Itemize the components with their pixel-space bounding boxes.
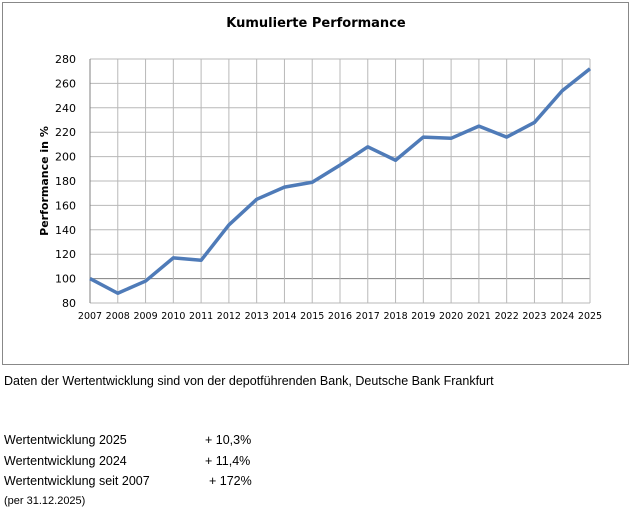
y-tick-label: 220 — [55, 126, 76, 139]
y-axis-label: Performance in % — [38, 126, 51, 236]
x-tick-label: 2010 — [161, 311, 185, 322]
chart-frame — [2, 2, 629, 365]
x-tick-label: 2023 — [522, 311, 546, 322]
y-tick-label: 180 — [55, 175, 76, 188]
stat-value-since-2007: + 172% — [209, 474, 252, 488]
stat-value-2025: + 10,3% — [205, 433, 252, 447]
chart-title: Kumulierte Performance — [226, 16, 406, 31]
source-note: Daten der Wertentwicklung sind von der d… — [4, 374, 494, 388]
x-tick-label: 2021 — [467, 311, 491, 322]
stat-value-2024: + 11,4% — [205, 454, 251, 468]
y-tick-label: 140 — [55, 224, 76, 237]
x-tick-label: 2025 — [578, 311, 602, 322]
x-tick-label: 2022 — [495, 311, 519, 322]
x-tick-label: 2013 — [245, 311, 269, 322]
x-tick-label: 2017 — [356, 311, 380, 322]
x-tick-label: 2011 — [189, 311, 213, 322]
as-of-date: (per 31.12.2025) — [4, 495, 86, 507]
x-tick-label: 2016 — [328, 311, 352, 322]
stat-label-since-2007: Wertentwicklung seit 2007 — [4, 474, 150, 488]
x-tick-label: 2024 — [550, 311, 574, 322]
y-tick-label: 160 — [55, 199, 76, 212]
y-tick-label: 240 — [55, 102, 76, 115]
y-tick-label: 280 — [55, 53, 76, 66]
y-tick-label: 80 — [62, 297, 76, 310]
x-tick-label: 2020 — [439, 311, 463, 322]
y-tick-label: 260 — [55, 77, 76, 90]
y-tick-label: 200 — [55, 151, 76, 164]
x-tick-label: 2012 — [217, 311, 241, 322]
performance-chart: Kumulierte Performance 80 100 120 140 160 180 2… — [38, 16, 602, 322]
x-tick-label: 2009 — [133, 311, 157, 322]
y-tick-label: 120 — [55, 248, 76, 261]
x-tick-label: 2007 — [78, 311, 102, 322]
x-tick-label: 2008 — [106, 311, 130, 322]
x-tick-label: 2015 — [300, 311, 324, 322]
x-tick-label: 2019 — [411, 311, 435, 322]
x-tick-label: 2018 — [383, 311, 407, 322]
stat-label-2025: Wertentwicklung 2025 — [4, 433, 127, 447]
stat-label-2024: Wertentwicklung 2024 — [4, 454, 127, 468]
y-tick-label: 100 — [55, 273, 76, 286]
x-tick-label: 2014 — [272, 311, 296, 322]
